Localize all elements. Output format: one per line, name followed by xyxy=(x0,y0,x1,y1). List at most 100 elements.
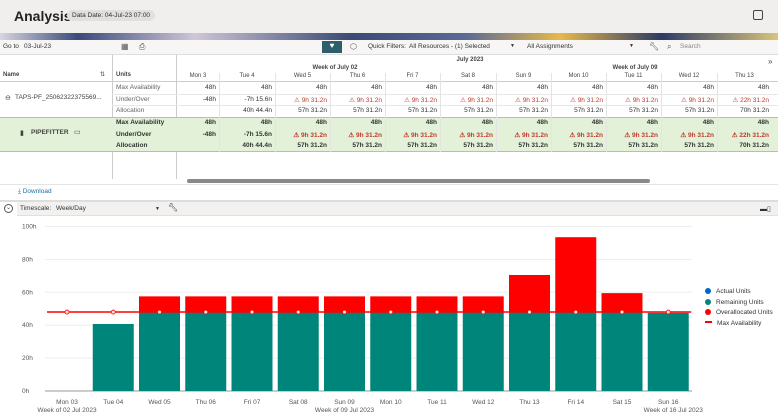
remaining-bar[interactable] xyxy=(370,312,412,391)
max-availability-point[interactable] xyxy=(573,309,579,315)
legend-line-icon xyxy=(705,320,712,323)
max-availability-point[interactable] xyxy=(388,309,394,315)
remaining-bar[interactable] xyxy=(555,312,597,391)
day-header: Tue 4 xyxy=(239,73,255,79)
overallocated-bar[interactable] xyxy=(231,296,273,313)
panel-icon[interactable] xyxy=(753,10,763,20)
remaining-bar[interactable] xyxy=(509,312,550,391)
grid-cell: 57h 31.2n xyxy=(275,142,327,149)
day-header: Tue 11 xyxy=(624,73,643,79)
remaining-bar[interactable] xyxy=(277,312,319,391)
max-availability-point[interactable] xyxy=(295,309,301,315)
chevron-down-icon[interactable]: ▼ xyxy=(629,43,634,49)
cell-value: 48h xyxy=(482,84,493,91)
legend-item[interactable]: Actual Units xyxy=(705,288,751,295)
cell-value: 9h 31.2n xyxy=(522,96,548,104)
remaining-bar[interactable] xyxy=(185,312,227,391)
y-tick-label: 40h xyxy=(22,322,33,329)
role-name[interactable]: PIPEFITTER xyxy=(31,129,69,136)
legend-item[interactable]: Overallocated Units xyxy=(705,309,773,316)
timescale-select[interactable]: Week/Day xyxy=(56,205,86,212)
wrench-icon[interactable]: 🔧︎ xyxy=(649,42,660,51)
legend-item[interactable]: Remaining Units xyxy=(705,298,764,306)
legend-item[interactable]: Max Availability xyxy=(705,320,761,327)
comment-icon[interactable]: ▭ xyxy=(74,129,81,136)
sort-icon[interactable]: ⇅ xyxy=(100,72,106,78)
layout-toggle-icon[interactable]: ▬▯ xyxy=(760,206,771,213)
grid-cell: 48h xyxy=(496,119,548,126)
calendar-icon[interactable]: ▦ xyxy=(121,42,129,51)
overallocated-bar[interactable] xyxy=(416,296,458,313)
remaining-bar[interactable] xyxy=(416,312,458,391)
grid-cell: 40h 44.4n xyxy=(219,142,272,149)
goto-label: Go to xyxy=(3,43,19,50)
assignment-filter-select[interactable]: All Assignments xyxy=(527,43,573,50)
remaining-bar[interactable] xyxy=(324,312,365,391)
cell-value: 57h 31.2n xyxy=(685,107,714,114)
name-column-header[interactable]: Name xyxy=(3,72,20,78)
collapse-chart-icon[interactable]: ⌄ xyxy=(4,204,13,213)
remaining-bar[interactable] xyxy=(601,312,643,391)
collapse-icon[interactable]: ⊖ xyxy=(5,95,11,102)
print-icon[interactable]: ⎙ xyxy=(139,42,146,51)
cell-value: 57h 31.2n xyxy=(352,142,382,149)
remaining-bar[interactable] xyxy=(92,323,134,391)
settings-cube-icon[interactable]: ⬡ xyxy=(350,42,357,51)
overallocated-bar[interactable] xyxy=(555,237,597,313)
cell-value: 48h xyxy=(370,119,382,126)
grid-cell: 48h xyxy=(551,84,603,91)
resource-name[interactable]: TAPS-PF_25062322375569... xyxy=(15,94,102,101)
grid-cell: ⚠ 9h 31.2n xyxy=(275,131,327,139)
remaining-bar[interactable] xyxy=(462,312,504,391)
overallocated-bar[interactable] xyxy=(462,296,504,313)
remaining-bar[interactable] xyxy=(139,312,180,391)
week-label: Week of 09 Jul 2023 xyxy=(315,407,375,414)
max-availability-point[interactable] xyxy=(157,309,162,315)
max-availability-point[interactable] xyxy=(434,309,440,315)
grid-cell: 70h 31.2n xyxy=(717,142,769,149)
search-input[interactable]: Search xyxy=(680,43,701,50)
chevron-down-icon[interactable]: ▼ xyxy=(510,43,515,49)
max-availability-point[interactable] xyxy=(619,309,625,315)
wrench-icon[interactable]: 🔧︎ xyxy=(168,203,179,212)
remaining-bar[interactable] xyxy=(647,312,689,391)
week-header: Week of July 02 xyxy=(312,65,358,71)
remaining-bar[interactable] xyxy=(231,312,273,391)
cell-value: 48h xyxy=(646,119,658,126)
scroll-right-icon[interactable]: » xyxy=(768,57,773,66)
goto-date-input[interactable]: 03-Jul-23 xyxy=(24,43,52,50)
view-toggle-button[interactable]: ♥ xyxy=(322,41,342,53)
download-link[interactable]: ⤓ Download xyxy=(18,188,52,196)
max-availability-point[interactable] xyxy=(527,309,532,315)
cell-value: -7h 15.6n xyxy=(243,130,272,138)
overallocated-bar[interactable] xyxy=(509,274,550,313)
x-tick-label: Mon 03 xyxy=(56,399,78,406)
max-availability-point[interactable] xyxy=(64,309,70,315)
grid-cell: ⚠ 9h 31.2n xyxy=(661,131,714,139)
horizontal-scrollbar[interactable] xyxy=(187,179,650,183)
x-tick-label: Thu 13 xyxy=(519,399,540,406)
x-tick-label: Wed 12 xyxy=(472,399,495,406)
overallocated-bar[interactable] xyxy=(277,296,319,313)
max-availability-point[interactable] xyxy=(342,309,347,315)
resource-filter-select[interactable]: All Resources - (1) Selected xyxy=(409,43,490,50)
unit-label: Max Availability xyxy=(116,119,165,126)
chevron-down-icon[interactable]: ▼ xyxy=(155,206,160,212)
grid-cell: 48h xyxy=(330,84,382,91)
overallocated-bar[interactable] xyxy=(185,296,227,313)
overallocated-bar[interactable] xyxy=(139,296,180,313)
overallocated-bar[interactable] xyxy=(324,296,365,313)
grid-cell: 48h xyxy=(440,119,493,126)
warning-icon: ⚠ xyxy=(460,96,468,104)
warning-icon: ⚠ xyxy=(293,131,301,139)
warning-icon: ⚠ xyxy=(732,96,741,104)
max-availability-point[interactable] xyxy=(203,309,209,315)
max-availability-point[interactable] xyxy=(665,309,671,315)
warning-icon: ⚠ xyxy=(625,96,633,104)
legend-label: Max Availability xyxy=(717,319,762,327)
max-availability-point[interactable] xyxy=(480,309,486,315)
max-availability-point[interactable] xyxy=(110,309,116,315)
overallocated-bar[interactable] xyxy=(370,296,412,313)
overallocated-bar[interactable] xyxy=(601,293,643,313)
max-availability-point[interactable] xyxy=(249,309,255,315)
